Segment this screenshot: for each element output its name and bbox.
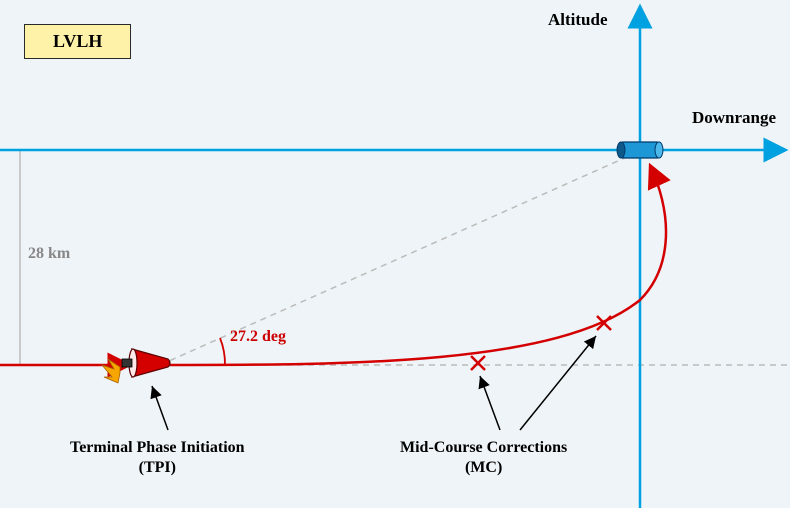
range-label: 28 km — [28, 245, 70, 263]
tpi-annotation: Terminal Phase Initiation (TPI) — [70, 438, 245, 478]
tpi-pointer — [152, 386, 168, 430]
downrange-axis-label: Downrange — [692, 108, 776, 128]
trajectory-diagram — [0, 0, 790, 508]
chaser-spacecraft-icon — [102, 349, 170, 383]
altitude-axis-label: Altitude — [548, 10, 608, 30]
frame-label: LVLH — [53, 31, 102, 51]
tpi-title: Terminal Phase Initiation — [70, 439, 245, 456]
mc-pointer-1 — [480, 376, 500, 430]
mc-title: Mid-Course Corrections — [400, 439, 567, 456]
tpi-subtitle: (TPI) — [139, 459, 176, 476]
target-satellite-icon — [617, 142, 663, 158]
frame-label-box: LVLH — [24, 24, 131, 59]
mc-subtitle: (MC) — [465, 459, 502, 476]
angle-label: 27.2 deg — [230, 328, 286, 346]
mc-pointer-2 — [520, 336, 596, 430]
mc-annotation: Mid-Course Corrections (MC) — [400, 438, 567, 478]
angle-arc — [220, 338, 225, 365]
mc-mark-1 — [471, 356, 485, 370]
